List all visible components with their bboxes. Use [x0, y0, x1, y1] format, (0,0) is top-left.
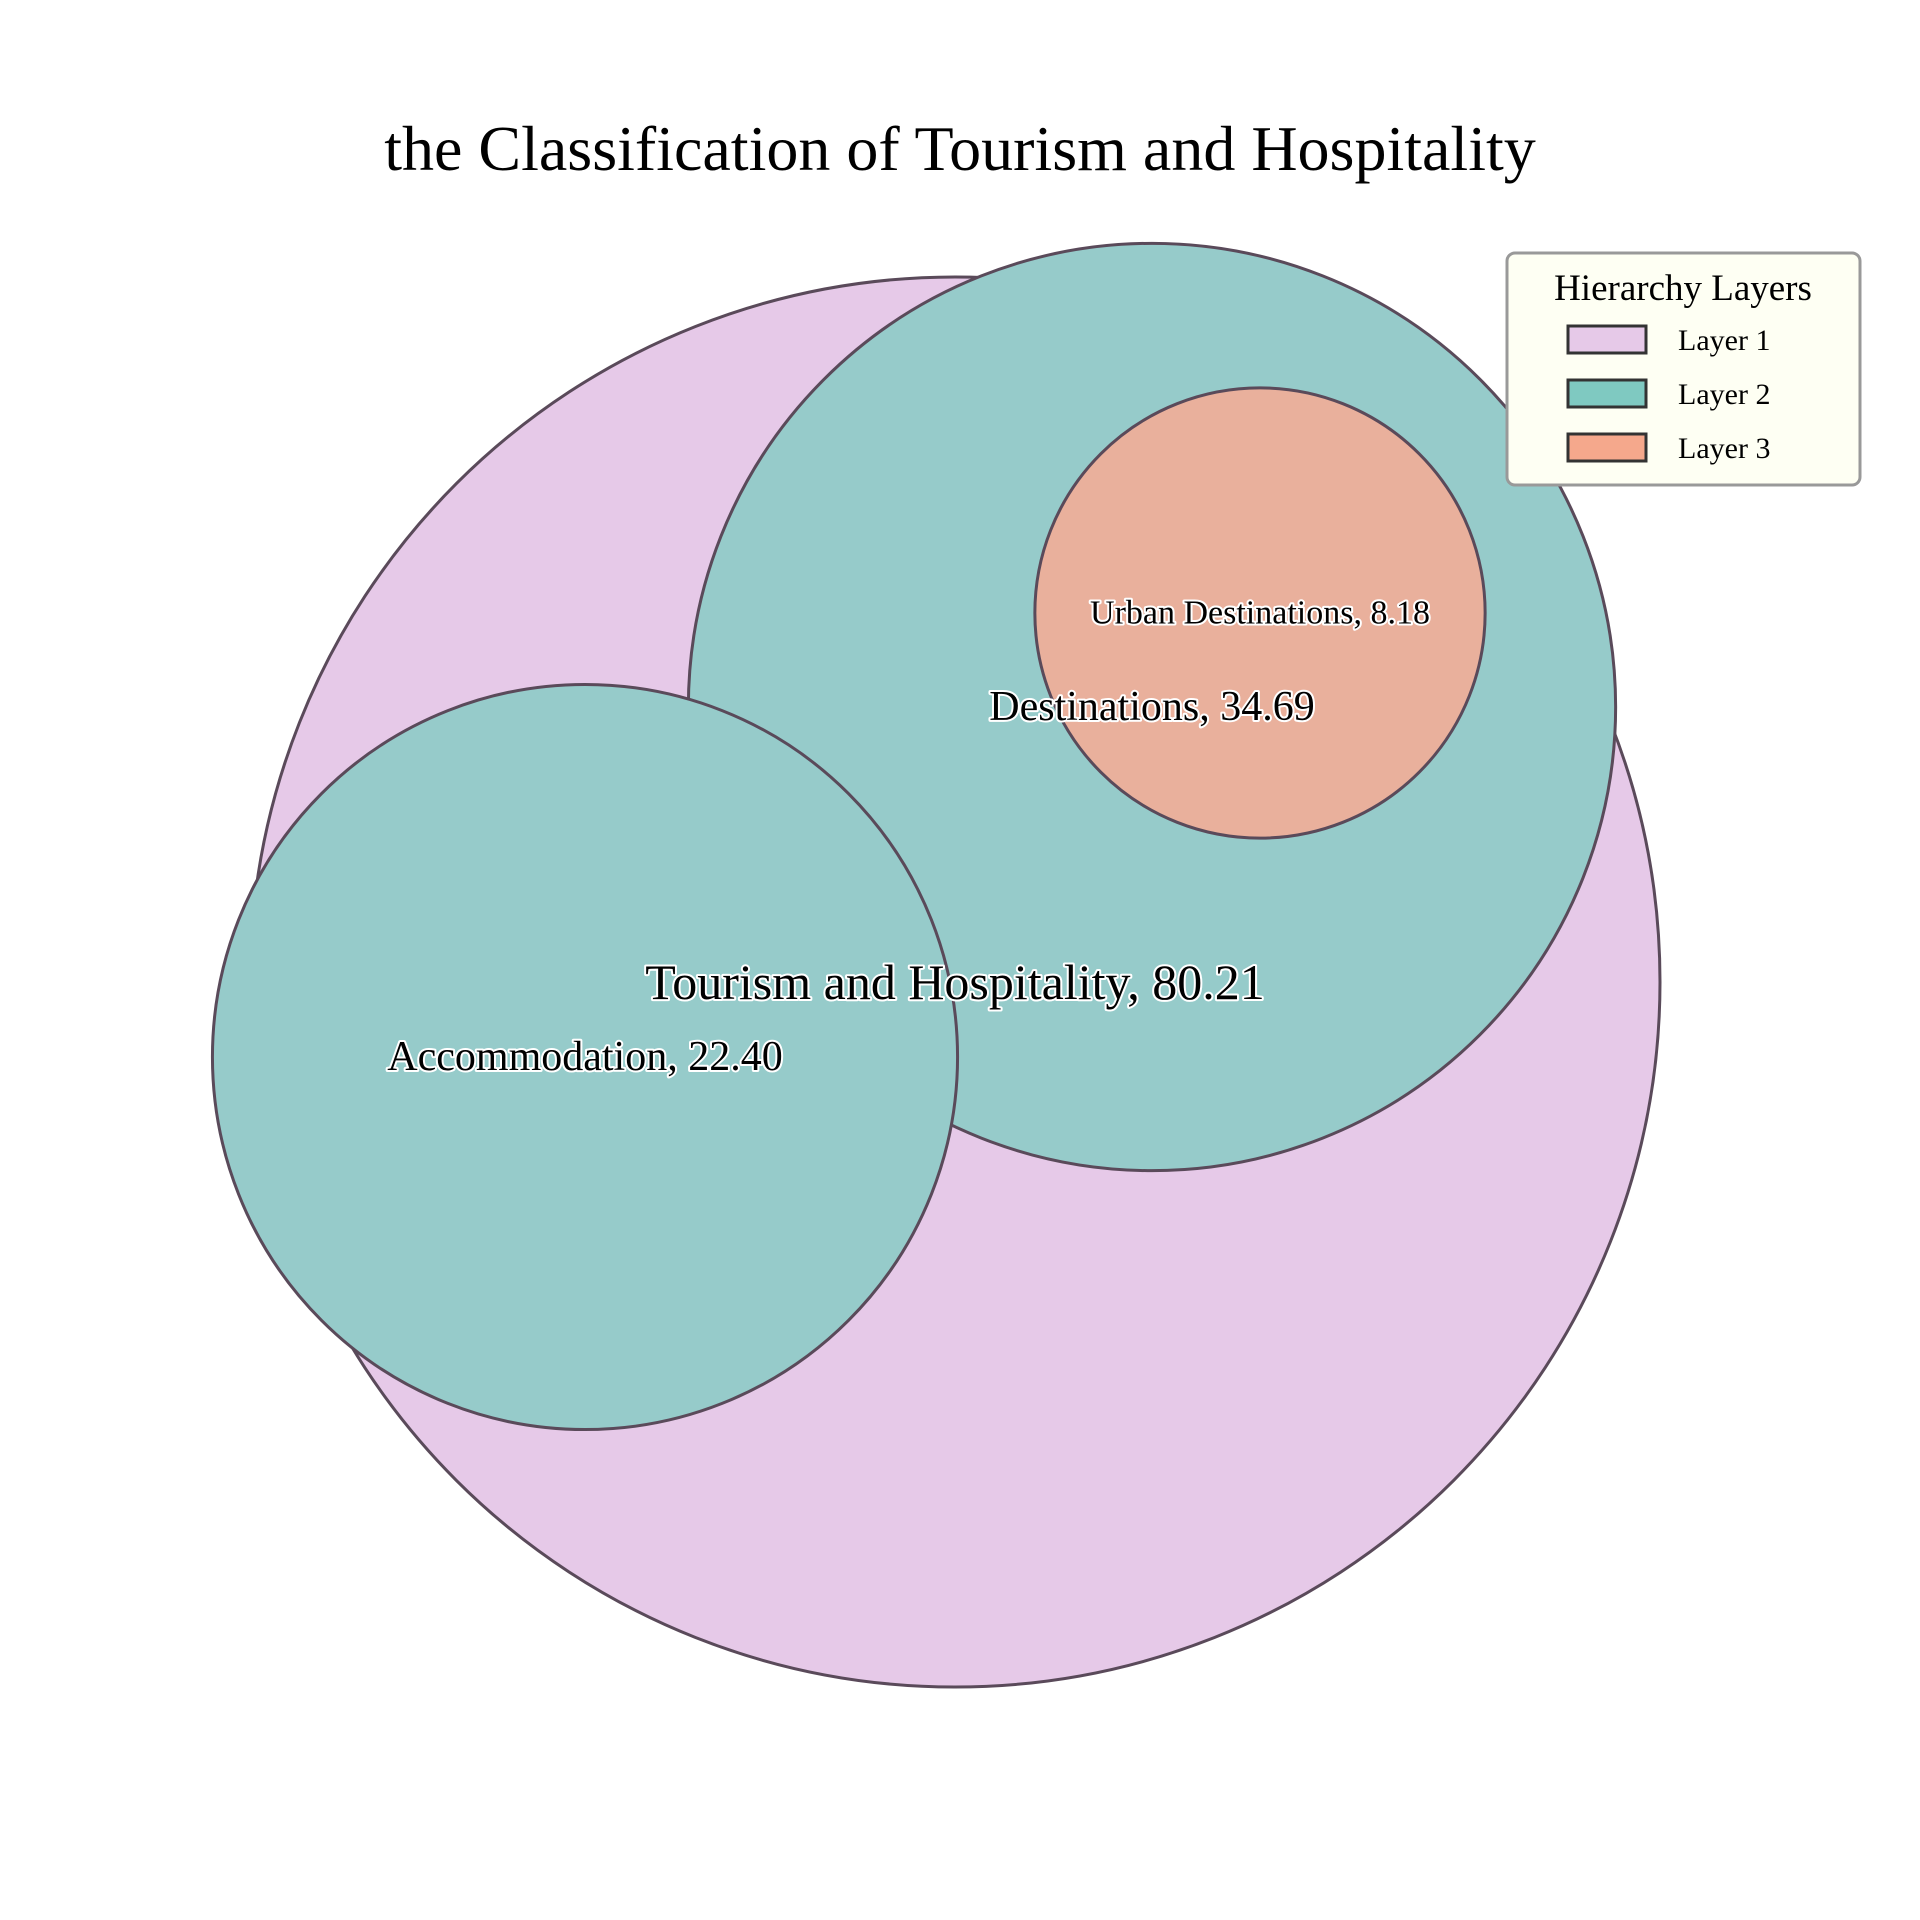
- legend-label-layer-1: Layer 1: [1678, 324, 1770, 357]
- legend: Hierarchy Layers Layer 1 Layer 2 Layer 3: [1505, 251, 1862, 487]
- bubble-label-root: Tourism and Hospitality, 80.21: [645, 954, 1265, 1010]
- legend-swatch-layer-3: [1566, 432, 1648, 463]
- bubble-accommodation: [210, 682, 960, 1432]
- legend-swatch-layer-2: [1566, 378, 1648, 409]
- bubble-label-urban: Urban Destinations, 8.18: [1090, 595, 1430, 632]
- legend-label-layer-2: Layer 2: [1678, 378, 1770, 411]
- bubble-label-destinations: Destinations, 34.69: [989, 684, 1314, 730]
- chart-title: the Classification of Tourism and Hospit…: [384, 113, 1536, 184]
- bubble-label-accommodation: Accommodation, 22.40: [387, 1034, 782, 1080]
- legend-swatch-layer-1: [1566, 324, 1648, 355]
- legend-label-layer-3: Layer 3: [1678, 432, 1770, 465]
- legend-title: Hierarchy Layers: [1554, 268, 1812, 309]
- bubble-labels-group: Tourism and Hospitality, 80.21 Destinatio…: [385, 593, 1432, 1083]
- bubble-urban: [1033, 386, 1487, 840]
- bubbles-group: [210, 241, 1662, 1689]
- legend-frame: [1505, 251, 1862, 487]
